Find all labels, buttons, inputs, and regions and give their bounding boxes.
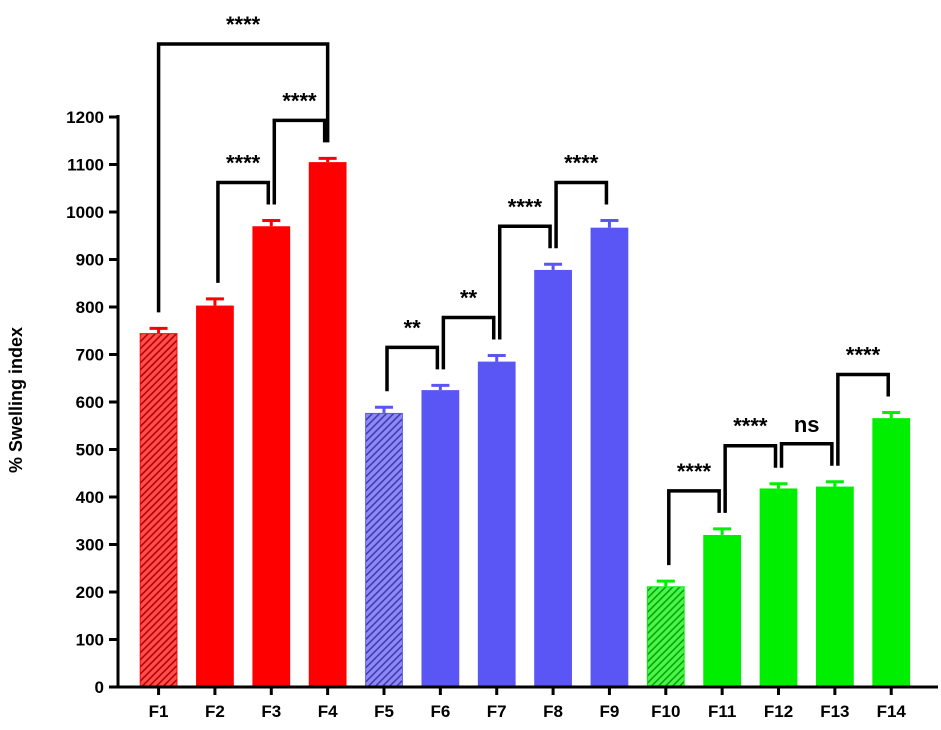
bar-f13 bbox=[815, 486, 854, 687]
bar-tint-f5 bbox=[366, 413, 402, 687]
x-tick-label-f2: F2 bbox=[205, 702, 225, 721]
sig-label-f13-f14: **** bbox=[846, 342, 881, 367]
sig-label-f11-f12: **** bbox=[733, 414, 768, 439]
bar-f12 bbox=[759, 488, 798, 687]
x-tick-label-f8: F8 bbox=[543, 702, 563, 721]
x-tick-label-f5: F5 bbox=[374, 702, 394, 721]
sig-bracket-f5-f6 bbox=[385, 345, 440, 392]
bar-f14 bbox=[872, 418, 911, 687]
y-axis-label: % Swelling index bbox=[6, 327, 26, 473]
y-tick-label-1000: 1000 bbox=[66, 203, 104, 222]
sig-label-f1-f4: **** bbox=[226, 12, 261, 37]
sig-bracket-f12-f13 bbox=[779, 442, 834, 468]
y-tick-label-900: 900 bbox=[76, 251, 104, 270]
bar-f7 bbox=[477, 361, 516, 687]
bar-f11 bbox=[703, 535, 742, 687]
significance-layer: ******************************** ns**** bbox=[156, 12, 890, 566]
y-tick-label-1200: 1200 bbox=[66, 108, 104, 127]
sig-label-f8-f9: **** bbox=[564, 151, 599, 176]
sig-label-f5-f6: ** bbox=[404, 315, 422, 340]
bar-f6 bbox=[421, 390, 460, 687]
sig-bracket-f7-f8 bbox=[497, 224, 552, 340]
bar-f4 bbox=[308, 162, 347, 687]
sig-bracket-f11-f12 bbox=[723, 443, 778, 513]
bars-layer bbox=[139, 156, 911, 688]
y-tick-label-1100: 1100 bbox=[67, 156, 104, 175]
bar-f2 bbox=[196, 305, 234, 687]
x-tick-label-f6: F6 bbox=[430, 702, 450, 721]
y-tick-label-500: 500 bbox=[76, 441, 104, 460]
sig-label-f7-f8: **** bbox=[508, 194, 543, 219]
bar-tint-f10 bbox=[647, 587, 684, 687]
y-tick-label-800: 800 bbox=[76, 298, 104, 317]
x-tick-label-f12: F12 bbox=[764, 702, 793, 721]
sig-label-f2-f3: **** bbox=[226, 151, 261, 176]
x-tick-label-f13: F13 bbox=[820, 702, 849, 721]
bar-tint-f1 bbox=[140, 334, 177, 687]
sig-bracket-f1-f4 bbox=[156, 42, 330, 313]
x-tick-label-f10: F10 bbox=[651, 702, 680, 721]
y-tick-label-400: 400 bbox=[76, 488, 104, 507]
x-tick-label-f14: F14 bbox=[877, 702, 907, 721]
sig-label-f12-f13: ns bbox=[794, 412, 820, 437]
x-tick-label-f9: F9 bbox=[600, 702, 620, 721]
bar-f8 bbox=[534, 269, 572, 687]
y-tick-label-700: 700 bbox=[76, 346, 104, 365]
bar-hatch-f5 bbox=[366, 413, 402, 687]
x-tick-label-f7: F7 bbox=[487, 702, 507, 721]
bar-f9 bbox=[590, 227, 629, 688]
x-tick-label-f1: F1 bbox=[149, 702, 169, 721]
sig-label-f3-f4: **** bbox=[282, 88, 317, 113]
sig-bracket-f2-f3 bbox=[216, 180, 271, 283]
axes-layer: 0 100 200 300 400 500 600 700 800 900 1000 1100 1200… bbox=[66, 108, 938, 721]
bar-f3 bbox=[252, 226, 291, 687]
sig-label-f10-f11: **** bbox=[677, 459, 712, 484]
x-tick-label-f4: F4 bbox=[318, 702, 338, 721]
bar-hatch-f10 bbox=[647, 587, 684, 687]
sig-bracket-f3-f4 bbox=[272, 118, 327, 205]
sig-bracket-f13-f14 bbox=[836, 372, 890, 466]
x-tick-label-f3: F3 bbox=[261, 702, 281, 721]
y-tick-label-100: 100 bbox=[76, 631, 104, 650]
bar-hatch-f1 bbox=[140, 334, 177, 687]
sig-label-f6-f7: ** bbox=[460, 285, 478, 310]
y-tick-label-600: 600 bbox=[76, 393, 104, 412]
sig-bracket-f8-f9 bbox=[554, 180, 609, 249]
x-tick-label-f11: F11 bbox=[708, 702, 736, 721]
y-tick-label-0: 0 bbox=[95, 678, 104, 697]
y-tick-label-300: 300 bbox=[76, 536, 104, 555]
y-tick-label-200: 200 bbox=[76, 583, 104, 602]
sig-bracket-f6-f7 bbox=[441, 315, 496, 370]
sig-bracket-f10-f11 bbox=[667, 489, 721, 566]
